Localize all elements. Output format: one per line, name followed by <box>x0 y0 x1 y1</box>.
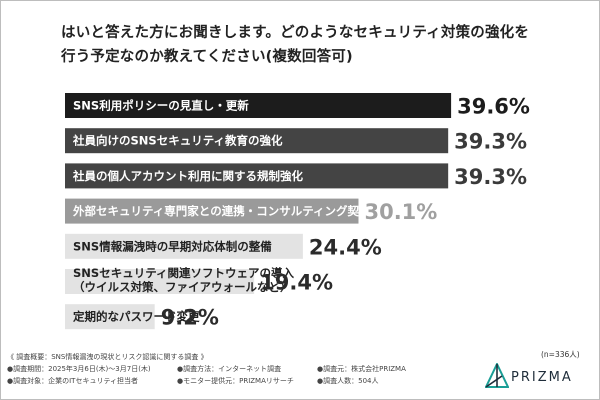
value-label-1: 39.6% <box>457 95 530 119</box>
bullet-icon: ● <box>177 377 184 385</box>
bullet-icon: ● <box>317 365 324 373</box>
prizma-logo-text: PRIZMA <box>511 370 573 385</box>
sample-size-label: (n=336人) <box>541 350 580 359</box>
survey-item-target: ●調査対象：企業のITセキュリティ担当者 <box>7 377 139 385</box>
value-label-7: 9.2% <box>161 306 219 330</box>
survey-item-monitor: ●モニター提供元：PRIZMAリサーチ <box>177 377 294 385</box>
bar-label-7: 定期的なパスワード変更 <box>73 310 200 324</box>
value-label-5: 24.4% <box>309 235 382 259</box>
bar-7 <box>65 304 155 330</box>
question-title: はいと答えた方にお聞きします。どのようなセキュリティ対策の強化を 行う予定なのか… <box>61 21 581 69</box>
bar-6 <box>65 269 255 294</box>
question-line-2: 行う予定なのか教えてください(複数回答可) <box>61 49 353 65</box>
bar-label-5: SNS情報漏洩時の早期対応体制の整備 <box>73 239 272 253</box>
bullet-icon: ● <box>317 377 324 385</box>
bar-label-1: SNS利用ポリシーの見直し・更新 <box>73 99 249 113</box>
bar-label-6: SNSセキュリティ関連ソフトウェアの導入（ウイルス対策、ファイアウォールなど） <box>73 266 294 294</box>
bullet-icon: ● <box>7 365 14 373</box>
bar-4 <box>65 198 359 224</box>
bar-1 <box>65 93 452 118</box>
bar-5 <box>65 233 303 259</box>
survey-item-source: ●調査元：株式会社PRIZMA <box>317 365 406 373</box>
survey-heading: 《 調査概要：SNS情報漏洩の現状とリスク認識に関する調査 》 <box>7 353 208 361</box>
value-label-3: 39.3% <box>454 165 527 189</box>
bar-2 <box>65 128 449 154</box>
value-label-2: 39.3% <box>454 130 527 154</box>
prizma-logo: PRIZMA <box>485 361 595 391</box>
bar-label-3: 社員の個人アカウント利用に関する規制強化 <box>72 169 303 183</box>
bar-chart: SNS利用ポリシーの見直し・更新 39.6% 社員向けのSNSセキュリティ教育の強化… <box>65 93 530 330</box>
value-label-6: 19.4% <box>260 271 333 295</box>
survey-item-period: ●調査期間：2025年3月6日(木)～3月7日(木) <box>7 365 151 373</box>
survey-item-method: ●調査方法：インターネット調査 <box>177 365 282 373</box>
survey-overview: 《 調査概要：SNS情報漏洩の現状とリスク認識に関する調査 》 ●調査期間：20… <box>7 353 487 399</box>
question-line-1: はいと答えた方にお聞きします。どのようなセキュリティ対策の強化を <box>61 25 530 41</box>
bar-label-2: 社員向けのSNSセキュリティ教育の強化 <box>72 134 283 148</box>
survey-item-count: ●調査人数：504人 <box>317 377 379 385</box>
bullet-icon: ● <box>177 365 184 373</box>
value-label-4: 30.1% <box>364 200 437 224</box>
bar-label-4: 外部セキュリティ専門家との連携・コンサルティング契約 <box>72 204 371 218</box>
bullet-icon: ● <box>7 377 14 385</box>
bar-3 <box>65 163 449 189</box>
prizma-logo-icon <box>485 363 509 388</box>
